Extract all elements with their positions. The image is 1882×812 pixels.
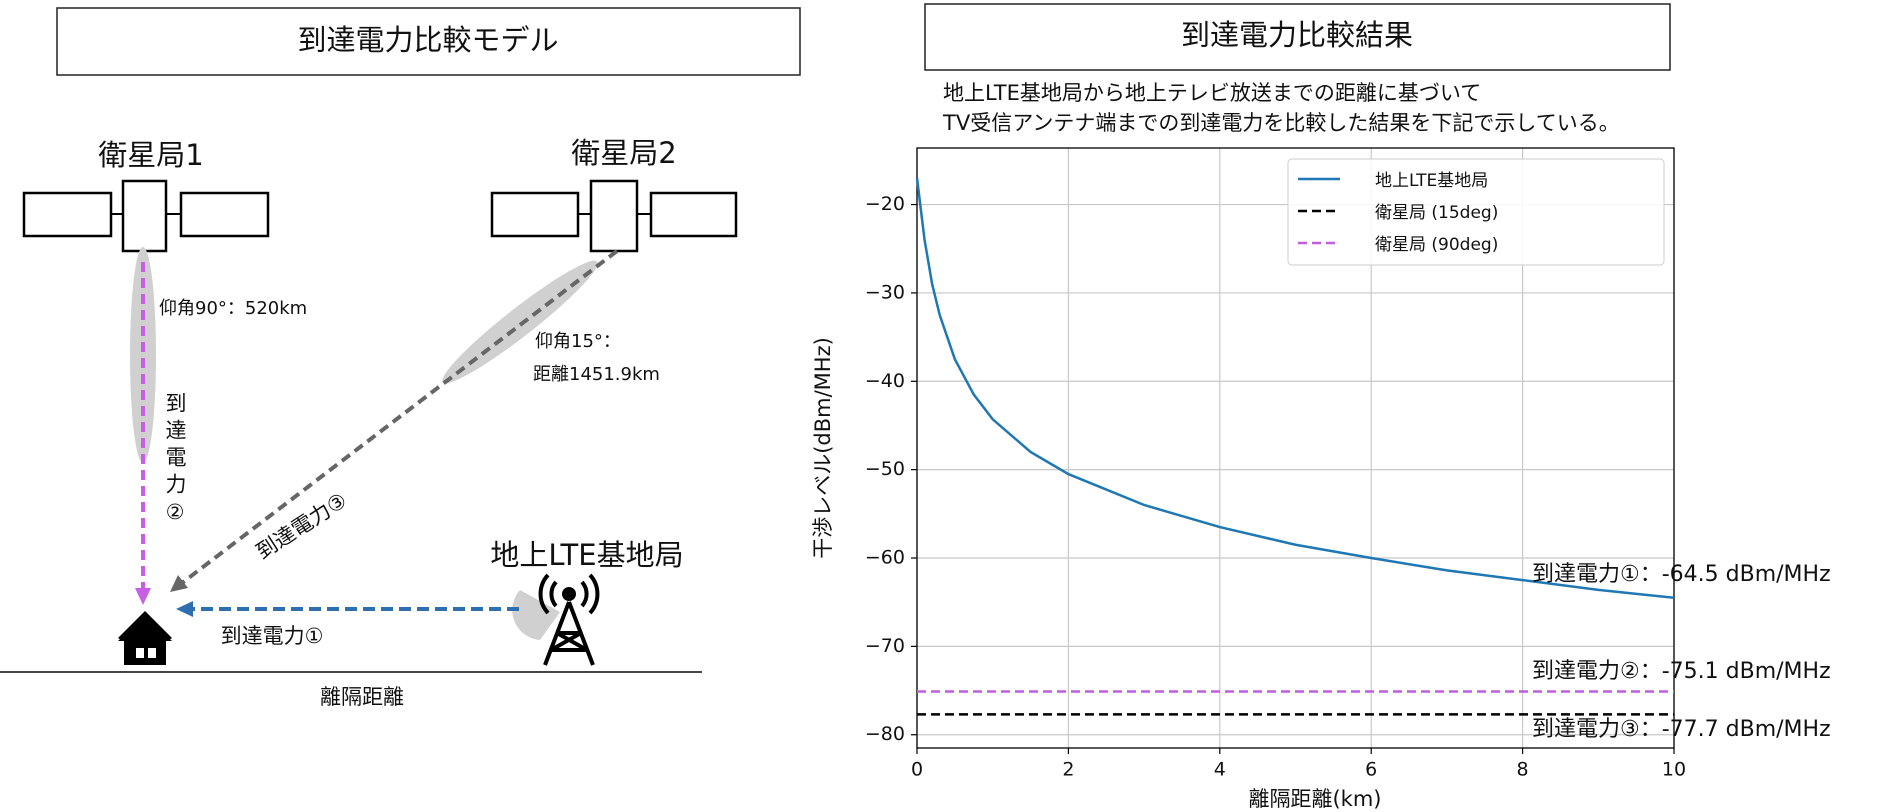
chart-subtitle: 地上LTE基地局から地上テレビ放送までの距離に基づいて — [943, 81, 1481, 105]
x-tick-label: 8 — [1517, 759, 1529, 781]
x-tick-label: 10 — [1662, 759, 1686, 781]
y-axis-label: 干渉レベル(dBm/MHz) — [811, 337, 835, 559]
solar-panel — [649, 191, 738, 238]
arrow-label: 到達電力① — [221, 624, 324, 648]
solar-panel — [179, 191, 270, 238]
chart-title-box — [924, 3, 1671, 71]
legend-label: 衛星局 (15deg) — [1375, 203, 1498, 223]
chart: 到達電力比較結果 地上LTE基地局から地上テレビ放送までの距離に基づいて TV受… — [811, 3, 1831, 811]
satellite-body — [121, 179, 168, 253]
arrow-head — [135, 588, 151, 605]
diagram-title-box — [56, 7, 801, 76]
y-tick-label: −80 — [865, 723, 905, 745]
x-tick-label: 2 — [1062, 759, 1074, 781]
arrow-head — [176, 601, 193, 617]
annotation: 仰角90°：520km — [159, 298, 307, 319]
series-line — [915, 177, 1675, 600]
y-tick-label: −20 — [865, 193, 905, 215]
y-tick-label: −60 — [865, 547, 905, 569]
annotation: 到達電力①：-64.5 dBm/MHz — [1532, 562, 1831, 587]
arrow-label: 到達電力③ — [252, 488, 351, 564]
arrow-head — [170, 575, 188, 592]
y-tick-label: −30 — [865, 281, 905, 303]
beam — [512, 590, 560, 640]
satellite-label: 衛星局2 — [571, 136, 676, 170]
annotation: 到達電力③：-77.7 dBm/MHz — [1532, 717, 1831, 742]
station-label: 地上LTE基地局 — [490, 538, 683, 572]
chart-subtitle: TV受信アンテナ端までの到達電力を比較した結果を下記で示している。 — [942, 111, 1620, 135]
legend-box — [1287, 158, 1665, 266]
y-tick-label: −70 — [865, 635, 905, 657]
legend-label: 地上LTE基地局 — [1375, 171, 1488, 191]
y-tick-label: −50 — [865, 458, 905, 480]
x-axis-label: 離隔距離(km) — [1248, 787, 1381, 811]
x-tick-label: 0 — [911, 759, 923, 781]
annotation: 到達電力②：-75.1 dBm/MHz — [1532, 659, 1831, 684]
x-tick-label: 6 — [1365, 759, 1377, 781]
plot-frame — [916, 147, 1675, 749]
y-tick-label: −40 — [865, 370, 905, 392]
chart-title: 到達電力比較結果 — [1181, 18, 1413, 52]
satellite-label: 衛星局1 — [98, 138, 203, 172]
x-tick-label: 4 — [1214, 759, 1226, 781]
arrow-path — [180, 249, 619, 585]
ground-label: 離隔距離 — [320, 685, 404, 709]
tower-icon — [538, 573, 600, 666]
arrow-label: 到達電力② — [163, 392, 187, 530]
beam — [130, 247, 156, 463]
legend-label: 衛星局 (90deg) — [1375, 235, 1498, 255]
satellite-body — [589, 179, 639, 253]
solar-panel — [22, 191, 113, 238]
annotation: 距離1451.9km — [533, 364, 660, 385]
solar-panel — [490, 191, 580, 238]
annotation: 仰角15°： — [535, 331, 621, 352]
diagram-title: 到達電力比較モデル — [297, 23, 558, 57]
house-icon — [118, 611, 172, 665]
diagram: 到達電力比較モデル 衛星局1 衛星局2 — [0, 7, 801, 709]
